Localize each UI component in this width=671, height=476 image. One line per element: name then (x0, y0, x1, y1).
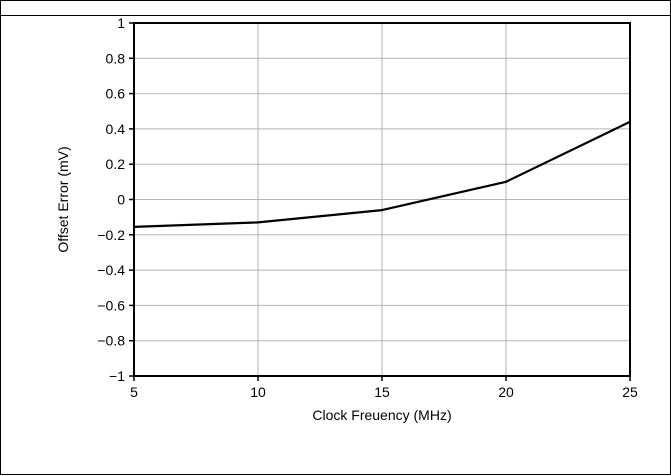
y-axis-ticks: 1 0.8 0.6 0.4 0.2 0 −0.2 −0.4 −0.6 −0.8 −1 (97, 15, 134, 384)
x-axis-ticks: 5 10 15 20 25 (130, 376, 638, 400)
y-tick-label: −0.8 (97, 333, 125, 349)
data-point (504, 180, 508, 183)
x-tick-label: 15 (374, 384, 390, 400)
x-tick-label: 20 (498, 384, 514, 400)
data-point (256, 221, 260, 224)
y-tick-label: −1 (109, 368, 125, 384)
grid-lines (134, 23, 630, 376)
y-tick-label: 0.2 (106, 156, 126, 172)
x-tick-label: 25 (622, 384, 638, 400)
y-tick-label: −0.4 (97, 262, 125, 278)
y-tick-label: 0.8 (106, 50, 126, 66)
y-tick-label: 0 (117, 192, 125, 208)
x-tick-label: 5 (130, 384, 138, 400)
y-tick-label: 1 (117, 15, 125, 31)
y-tick-label: −0.6 (97, 297, 125, 313)
y-tick-label: 0.4 (106, 121, 126, 137)
top-rule (1, 15, 670, 16)
y-tick-label: 0.6 (106, 86, 126, 102)
data-point (380, 208, 384, 212)
y-tick-label: −0.2 (97, 227, 125, 243)
y-axis-label: Offset Error (mV) (55, 146, 71, 252)
x-axis-label: Clock Freuency (MHz) (312, 407, 451, 423)
x-tick-label: 10 (250, 384, 266, 400)
